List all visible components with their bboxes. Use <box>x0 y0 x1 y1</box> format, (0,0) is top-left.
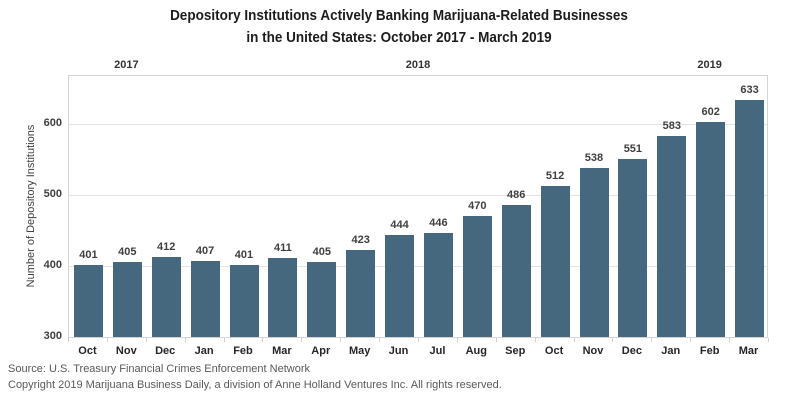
x-axis-tick <box>340 338 341 342</box>
bar <box>151 257 181 337</box>
bar <box>696 122 726 337</box>
x-axis-tick <box>418 338 419 342</box>
bar <box>385 234 415 337</box>
bar-value-label: 446 <box>429 217 448 230</box>
x-axis-tick <box>146 338 147 342</box>
x-axis-tick <box>574 338 575 342</box>
x-axis-tick <box>457 338 458 342</box>
month-label: Jan <box>661 345 681 357</box>
bar <box>229 265 259 337</box>
bar <box>346 249 376 337</box>
copyright-text: Copyright 2019 Marijuana Business Daily,… <box>8 379 502 391</box>
month-label: Jul <box>429 345 446 357</box>
bar-value-label: 407 <box>195 244 215 257</box>
month-label: May <box>348 345 371 357</box>
bar <box>73 265 103 337</box>
month-label: Dec <box>621 345 642 357</box>
bar <box>307 262 337 337</box>
year-label: 2019 <box>697 59 722 71</box>
bar <box>579 167 609 337</box>
bar-value-label: 401 <box>234 249 254 262</box>
x-axis-tick <box>496 338 497 342</box>
month-label: Feb <box>233 345 253 357</box>
bar-value-label: 583 <box>662 119 681 132</box>
bar <box>618 158 648 337</box>
month-label: Mar <box>738 345 759 357</box>
x-axis-tick <box>224 338 225 342</box>
bar-value-label: 444 <box>390 218 409 231</box>
gridline <box>69 194 767 196</box>
bar <box>268 258 298 337</box>
bar-value-label: 401 <box>79 249 98 262</box>
bar-value-label: 470 <box>468 200 487 213</box>
bar <box>423 233 453 337</box>
chart-title-line2: in the United States: October 2017 - Mar… <box>246 29 552 46</box>
bar <box>190 260 220 337</box>
x-axis-tick <box>301 338 302 342</box>
x-axis-tick <box>185 338 186 342</box>
chart-title-line1: Depository Institutions Actively Banking… <box>170 7 628 24</box>
bar-value-label: 405 <box>312 246 331 259</box>
year-label: 2017 <box>114 59 139 71</box>
bar-value-label: 405 <box>118 246 137 259</box>
month-label: Dec <box>155 345 176 357</box>
gridline <box>69 265 767 267</box>
month-label: Apr <box>311 345 331 357</box>
bar-value-label: 411 <box>274 242 292 255</box>
bar <box>112 262 142 337</box>
bar-value-label: 486 <box>507 188 526 201</box>
bar <box>501 204 531 337</box>
bar <box>462 216 492 337</box>
x-axis-tick <box>107 338 108 342</box>
x-axis-tick <box>690 338 691 342</box>
month-label: Jun <box>388 345 409 357</box>
plot-area: 401 405 412 407 401 411 405 423 444 446 470 486 512 5… <box>68 75 768 338</box>
x-axis-tick <box>68 338 69 342</box>
bar-value-label: 412 <box>157 241 176 254</box>
year-label: 2018 <box>405 59 431 71</box>
y-tick-label: 600 <box>43 116 62 129</box>
month-label: Aug <box>465 345 487 357</box>
bar-value-label: 633 <box>740 84 759 97</box>
x-axis-tick <box>612 338 613 342</box>
month-label: Nov <box>582 345 604 357</box>
month-label: Feb <box>699 345 720 357</box>
x-axis-tick <box>768 338 769 342</box>
bar-value-label: 602 <box>701 106 720 119</box>
bar-value-label: 551 <box>623 142 643 155</box>
x-axis-tick <box>262 338 263 342</box>
month-label: Sep <box>505 345 526 357</box>
x-axis-tick <box>651 338 652 342</box>
x-axis-tick <box>729 338 730 342</box>
y-tick-label: 300 <box>43 330 62 342</box>
month-label: Mar <box>272 345 292 357</box>
x-axis-tick <box>535 338 536 342</box>
y-tick-label: 500 <box>43 187 62 200</box>
bar <box>657 135 687 337</box>
source-text: Source: U.S. Treasury Financial Crimes E… <box>8 363 310 375</box>
bar <box>540 186 570 337</box>
bar <box>735 100 765 337</box>
month-label: Oct <box>544 345 564 357</box>
gridline <box>69 123 767 125</box>
bar-value-label: 538 <box>584 151 604 164</box>
month-label: Oct <box>78 345 97 357</box>
bar-value-label: 512 <box>545 170 565 183</box>
month-label: Nov <box>115 345 137 357</box>
x-axis-tick <box>379 338 380 342</box>
bar-value-label: 423 <box>351 233 370 246</box>
y-tick-label: 400 <box>43 258 62 271</box>
month-label: Jan <box>194 345 214 357</box>
